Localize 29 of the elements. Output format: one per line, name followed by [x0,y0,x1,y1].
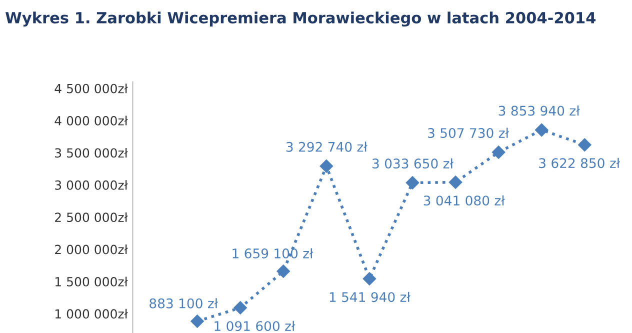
data-label: 883 100 zł [150,298,218,308]
data-label: 3 853 940 zł [498,106,580,116]
point [320,159,333,173]
data-label: 1 659 100 zł [232,248,314,258]
data-label: 3 033 650 zł [372,158,454,169]
point [492,146,506,159]
point [362,272,376,286]
data-label: 3 622 850 zł [539,158,620,168]
data-label: 3 292 740 zł [286,142,368,152]
point [234,301,247,314]
y-tick-label: 1 500 000zł [56,276,128,286]
y-tick-label: 4 500 000zł [54,84,128,94]
chart-title: Wykres 1. Zarobki Wicepremiera Morawieckiego w latach 2004-2014 [6,12,596,27]
data-label: 1 091 600 zł [214,320,296,332]
point [578,138,592,152]
y-tick-label: 4 000 000zł [54,116,128,126]
point [448,176,462,189]
point [535,123,548,137]
point [190,314,204,328]
point [276,264,290,278]
y-tick-label: 2 500 000zł [55,212,128,222]
y-tick-label: 3 500 000zł [55,148,128,158]
y-tick-label: 1 000 000zł [56,308,128,319]
point [406,176,420,190]
data-label: 3 507 730 zł [428,128,510,138]
y-tick-label: 3 000 000zł [55,180,128,190]
data-label: 1 541 940 zł [330,292,410,302]
y-tick-label: 2 000 000zł [55,244,128,254]
data-label: 3 041 080 zł [424,195,505,206]
